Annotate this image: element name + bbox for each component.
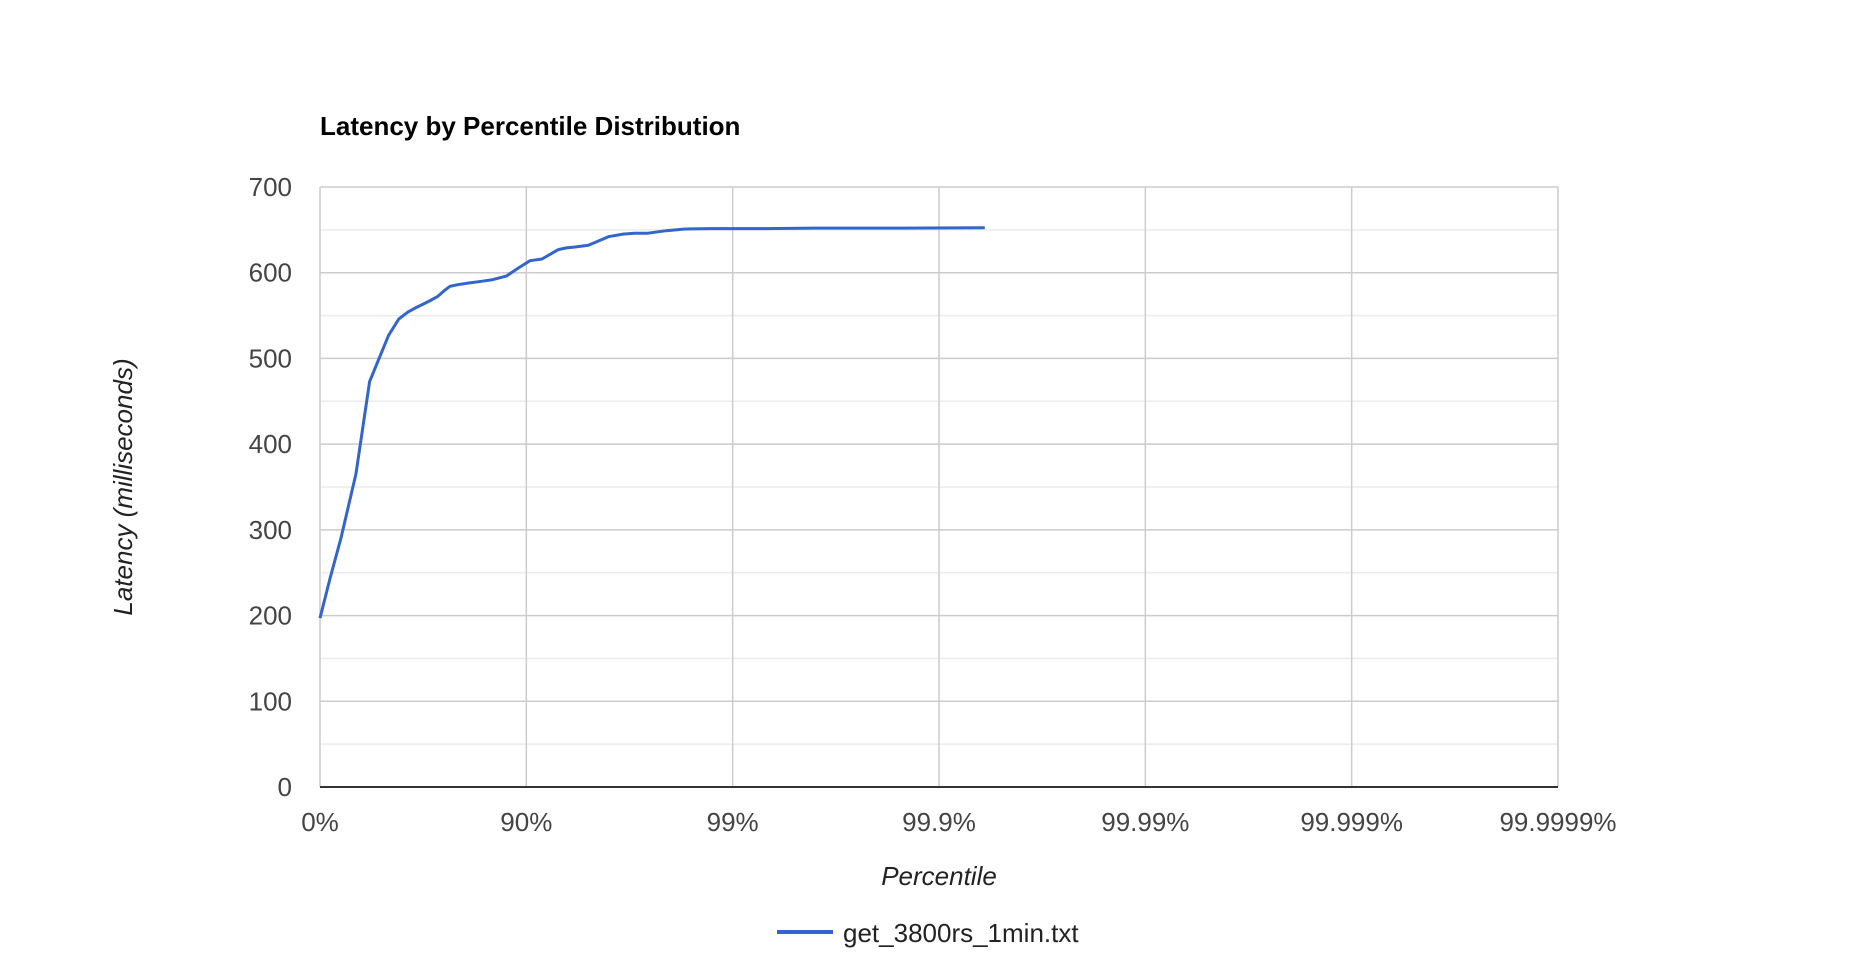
x-tick-label: 99.999% <box>1300 807 1403 837</box>
legend-label: get_3800rs_1min.txt <box>843 918 1079 948</box>
x-axis-ticks: 0% 90% 99% 99.9% 99.99% 99.999% 99.9999% <box>301 807 1616 837</box>
y-tick-label: 500 <box>249 343 292 373</box>
legend[interactable]: get_3800rs_1min.txt <box>777 918 1079 948</box>
y-axis-label: Latency (milliseconds) <box>108 358 138 615</box>
y-tick-label: 0 <box>278 772 292 802</box>
x-tick-label: 0% <box>301 807 339 837</box>
y-tick-label: 100 <box>249 686 292 716</box>
y-tick-label: 200 <box>249 601 292 631</box>
x-tick-label: 99.9999% <box>1499 807 1616 837</box>
y-tick-label: 300 <box>249 515 292 545</box>
x-tick-label: 99.99% <box>1101 807 1189 837</box>
y-tick-label: 600 <box>249 258 292 288</box>
x-tick-label: 99% <box>707 807 759 837</box>
chart-title: Latency by Percentile Distribution <box>320 111 740 141</box>
major-gridlines <box>319 186 1559 787</box>
y-tick-label: 400 <box>249 429 292 459</box>
x-tick-label: 99.9% <box>902 807 976 837</box>
x-tick-label: 90% <box>500 807 552 837</box>
x-axis-label: Percentile <box>881 861 997 891</box>
series-line <box>318 226 985 619</box>
y-axis-ticks: 0 100 200 300 400 500 600 700 <box>249 172 292 802</box>
y-tick-label: 700 <box>249 172 292 202</box>
